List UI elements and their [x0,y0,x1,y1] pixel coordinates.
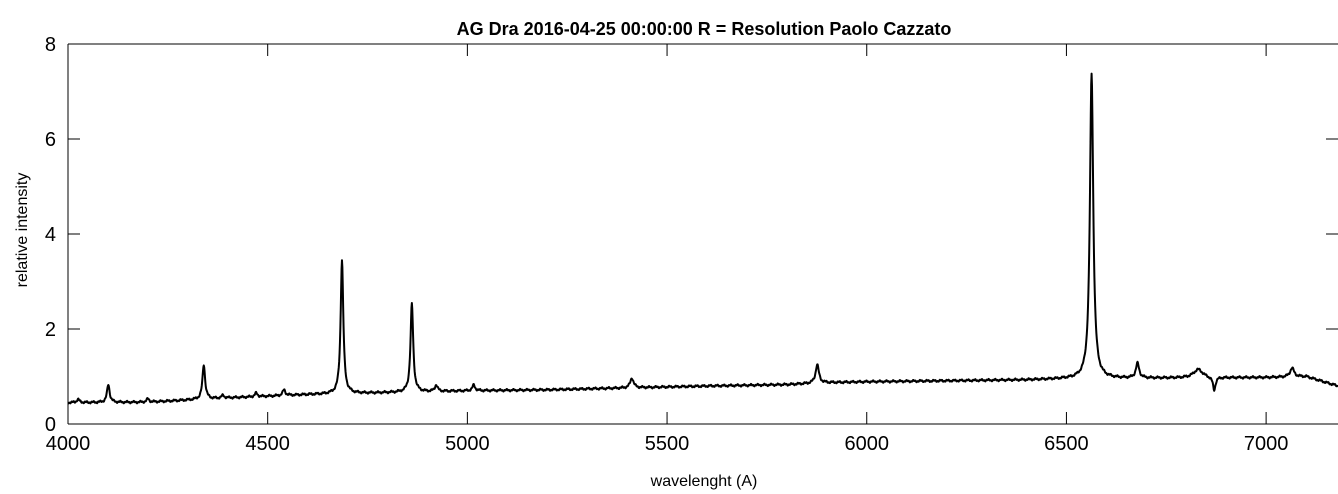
x-axis-label: wavelenght (A) [650,473,758,490]
y-tick-label: 0 [45,414,56,436]
x-tick-label: 5000 [445,433,490,455]
y-tick-label: 8 [45,34,56,56]
y-axis-ticks: 0 2 4 6 8 [45,34,1338,436]
y-tick-label: 4 [45,224,56,246]
x-tick-label: 4000 [46,433,91,455]
y-tick-label: 2 [45,319,56,341]
y-tick-label: 6 [45,129,56,151]
x-axis-ticks: 4000 4500 5000 5500 6000 6500 7000 [46,44,1289,455]
x-tick-label: 5500 [645,433,690,455]
x-tick-label: 7000 [1244,433,1289,455]
spectrum-line [67,72,1338,405]
x-tick-label: 4500 [245,433,290,455]
x-tick-label: 6000 [844,433,889,455]
plot-area [67,43,1338,425]
chart-title: AG Dra 2016-04-25 00:00:00 R = Resolutio… [457,19,952,39]
x-tick-label: 6500 [1044,433,1089,455]
y-axis-label: relative intensity [14,173,31,288]
